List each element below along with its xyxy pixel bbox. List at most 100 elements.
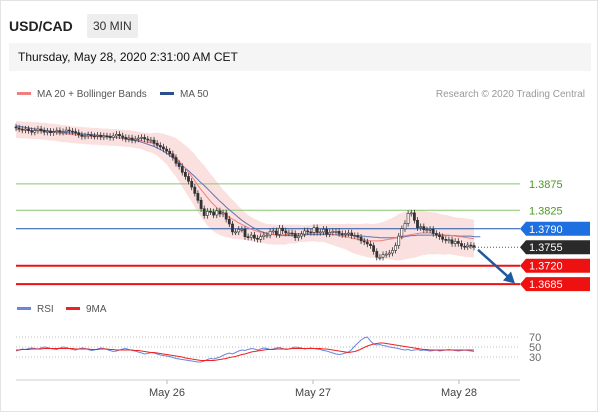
candle-body [30,130,34,133]
timeframe-badge[interactable]: 30 MIN [87,14,138,38]
candle-body [45,130,49,133]
candle-body [334,231,338,233]
candle-body [416,220,419,229]
x-tick-label: May 26 [149,387,185,399]
candle-body [180,166,184,173]
candle-body [23,128,27,131]
candle-body [425,229,429,232]
candle-body [130,137,134,141]
ma50-line [15,125,481,239]
candle-body [171,153,175,158]
candle-body [400,228,404,237]
candle-body [240,229,244,231]
candle-body [390,250,394,254]
candle-body [83,135,87,138]
datetime-label: Thursday, May 28, 2020 2:31:00 AM CET [18,50,238,64]
candle-body [428,229,432,231]
candle-body [152,139,156,144]
candle-body [177,163,181,167]
candle-body [441,236,445,240]
candle-body [265,234,269,237]
candle-body [268,231,272,236]
candle-body [102,135,106,138]
level-1.3790-badge [520,221,590,236]
candle-body [384,253,388,256]
level-label-1.3825: 1.3825 [529,205,563,217]
candle-body [61,131,65,133]
candle-body [325,229,329,235]
candle-body [218,210,222,215]
attribution: Research © 2020 Trading Central [436,89,585,100]
candle-body [224,212,228,220]
candle-body [403,223,407,230]
level-lines [16,183,520,286]
candle-body [328,232,332,235]
x-tick-label: May 28 [441,387,477,399]
candle-body [243,229,247,238]
candle-body [124,137,128,140]
candle-body [136,137,140,140]
chart-header: USD/CAD 30 MIN [1,1,597,39]
candle-body [318,231,322,234]
candle-body [309,231,313,234]
candle-body [422,226,426,231]
candle-body [190,181,194,188]
candle-body [397,235,401,246]
legend-swatch-ma20 [17,92,31,95]
candle-body [187,176,190,182]
candle-body [140,137,143,139]
candle-body [33,130,37,133]
candle-body [133,138,137,141]
candle-body [71,130,74,133]
level-1.3790-label: 1.3790 [529,224,563,236]
candle-body [463,245,467,248]
candle-body [111,135,115,138]
legend-label-rsi: RSI [37,304,54,315]
candle-body [466,244,470,248]
candle-body [409,212,413,215]
candle-body [281,227,285,232]
current-price-badge [520,240,590,255]
candle-body [321,229,325,233]
candle-body [469,244,473,247]
candle-body [347,232,350,235]
candle-body [155,142,159,146]
currency-pair-title: USD/CAD [9,18,73,34]
candle-body [74,131,78,134]
candle-body [209,211,212,213]
candle-body [359,236,363,242]
candle-body [246,236,250,238]
candle-body [259,236,263,240]
candle-body [234,231,238,234]
candle-body [14,126,18,129]
candle-body [143,137,147,140]
candle-body [444,239,448,241]
candle-body [20,128,24,131]
candle-body [419,226,423,229]
candle-body [93,135,96,138]
level-1.3685-badge [520,277,590,292]
candle-body [27,128,30,131]
candle-body [369,243,372,247]
rsi-tick-50: 50 [529,342,541,354]
candle-body [212,211,216,216]
candle-body [296,235,300,239]
legend-swatch-rsi [17,307,31,310]
candle-body [453,241,457,244]
candle-body [472,245,476,248]
candle-body [406,213,410,224]
candle-body [387,252,391,255]
candle-body [300,233,303,237]
candle-body [184,172,187,177]
x-axis: May 26 May 27 May 28 [16,379,520,399]
bollinger-band-area [16,121,474,261]
candlesticks [14,123,476,261]
level-label-1.3875: 1.3875 [529,179,563,191]
candle-body [237,229,241,233]
projection-arrow-shaft [477,248,510,279]
level-1.3720-badge [520,258,590,273]
candle-body [375,251,379,258]
candle-body [274,230,278,235]
candle-body [168,150,172,155]
candle-body [64,129,68,133]
